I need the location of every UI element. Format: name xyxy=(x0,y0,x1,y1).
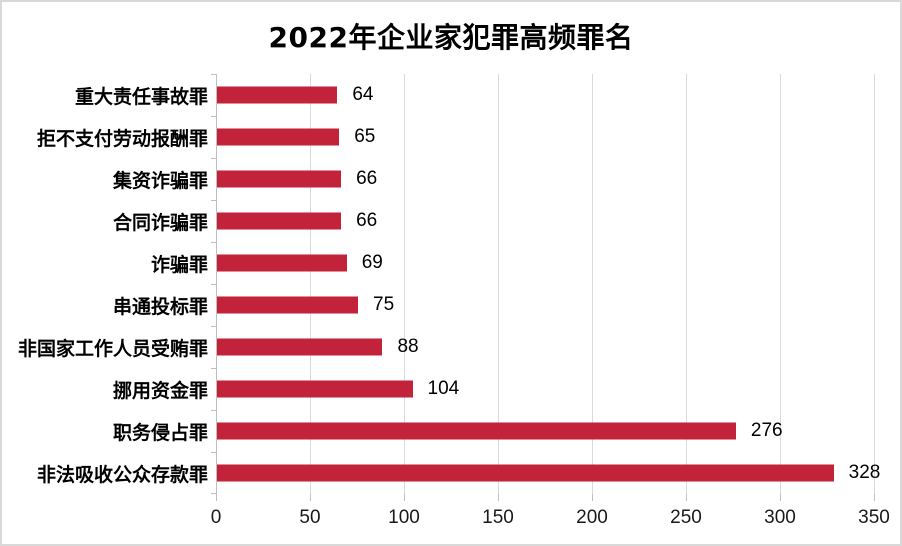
value-label: 75 xyxy=(373,294,395,315)
value-label: 69 xyxy=(361,252,383,273)
category-label: 重大责任事故罪 xyxy=(74,86,208,108)
value-label: 66 xyxy=(356,168,378,189)
gridline-x-150 xyxy=(498,74,499,494)
bar xyxy=(217,422,736,440)
x-axis-tick xyxy=(686,494,687,501)
y-axis-tick xyxy=(211,452,216,453)
bar xyxy=(217,128,340,146)
bar-row: 诈骗罪 69 xyxy=(2,242,900,284)
x-axis-tick xyxy=(874,494,875,501)
y-axis-line xyxy=(216,74,217,494)
gridline-x-350 xyxy=(874,74,875,494)
y-axis-tick xyxy=(211,284,216,285)
x-axis-tick xyxy=(592,494,593,501)
chart-title: 2022年企业家犯罪高频罪名 xyxy=(268,21,634,54)
category-label: 职务侵占罪 xyxy=(112,422,208,444)
bar-row: 职务侵占罪 276 xyxy=(2,410,900,452)
y-axis-tick xyxy=(211,158,216,159)
category-label: 合同诈骗罪 xyxy=(112,212,208,234)
x-axis-tick-label: 0 xyxy=(210,507,222,528)
bar-row: 非国家工作人员受贿罪 88 xyxy=(2,326,900,368)
category-label: 非国家工作人员受贿罪 xyxy=(17,338,208,360)
bar-row: 串通投标罪 75 xyxy=(2,284,900,326)
gridline-x-50 xyxy=(310,74,311,494)
bar-row: 拒不支付劳动报酬罪 65 xyxy=(2,116,900,158)
x-axis-tick xyxy=(310,494,311,501)
y-axis-tick xyxy=(211,368,216,369)
bar xyxy=(217,380,413,398)
y-axis-tick xyxy=(211,200,216,201)
bar xyxy=(217,296,358,314)
x-axis-tick-label: 150 xyxy=(482,507,514,528)
y-axis-tick xyxy=(211,74,216,75)
plot-area: 重大责任事故罪 64 拒不支付劳动报酬罪 65 集资诈骗罪 66 合同诈骗罪 66 诈骗罪 69 串… xyxy=(2,74,900,494)
x-axis-tick-label: 250 xyxy=(670,507,702,528)
gridline-x-200 xyxy=(592,74,593,494)
x-axis-tick-label: 100 xyxy=(388,507,420,528)
value-label: 64 xyxy=(352,84,374,105)
gridline-x-100 xyxy=(404,74,405,494)
bar-row: 合同诈骗罪 66 xyxy=(2,200,900,242)
value-label: 65 xyxy=(354,126,376,147)
value-label: 276 xyxy=(750,420,783,441)
bar-row: 非法吸收公众存款罪 328 xyxy=(2,452,900,494)
category-label: 拒不支付劳动报酬罪 xyxy=(36,128,208,150)
category-label: 诈骗罪 xyxy=(150,254,208,276)
gridline-x-250 xyxy=(686,74,687,494)
x-axis-tick-label: 300 xyxy=(764,507,796,528)
bar-row: 集资诈骗罪 66 xyxy=(2,158,900,200)
gridline-x-300 xyxy=(780,74,781,494)
value-label: 328 xyxy=(848,462,881,483)
category-label: 集资诈骗罪 xyxy=(112,170,208,192)
x-axis-tick xyxy=(780,494,781,501)
category-label: 非法吸收公众存款罪 xyxy=(36,464,208,486)
category-label: 串通投标罪 xyxy=(112,296,208,318)
value-label: 88 xyxy=(397,336,419,357)
bar xyxy=(217,170,342,188)
x-axis-tick xyxy=(404,494,405,501)
value-label: 66 xyxy=(356,210,378,231)
bar xyxy=(217,464,834,482)
x-axis-tick xyxy=(498,494,499,501)
bar xyxy=(217,338,383,356)
y-axis-tick xyxy=(211,242,216,243)
value-label: 104 xyxy=(427,378,460,399)
x-axis-tick-label: 50 xyxy=(299,507,321,528)
y-axis-tick xyxy=(211,116,216,117)
y-axis-tick xyxy=(211,410,216,411)
bar-row: 重大责任事故罪 64 xyxy=(2,74,900,116)
bar-row: 挪用资金罪 104 xyxy=(2,368,900,410)
x-axis-tick xyxy=(216,494,217,501)
bar xyxy=(217,254,347,272)
y-axis-tick xyxy=(211,326,216,327)
bar xyxy=(217,212,342,230)
category-label: 挪用资金罪 xyxy=(112,380,208,402)
y-axis-tick xyxy=(211,493,216,494)
bar xyxy=(217,86,338,104)
x-axis-tick-label: 350 xyxy=(858,507,890,528)
x-axis: 0 50 100 150 200 250 300 350 xyxy=(2,494,900,544)
x-axis-tick-label: 200 xyxy=(576,507,608,528)
